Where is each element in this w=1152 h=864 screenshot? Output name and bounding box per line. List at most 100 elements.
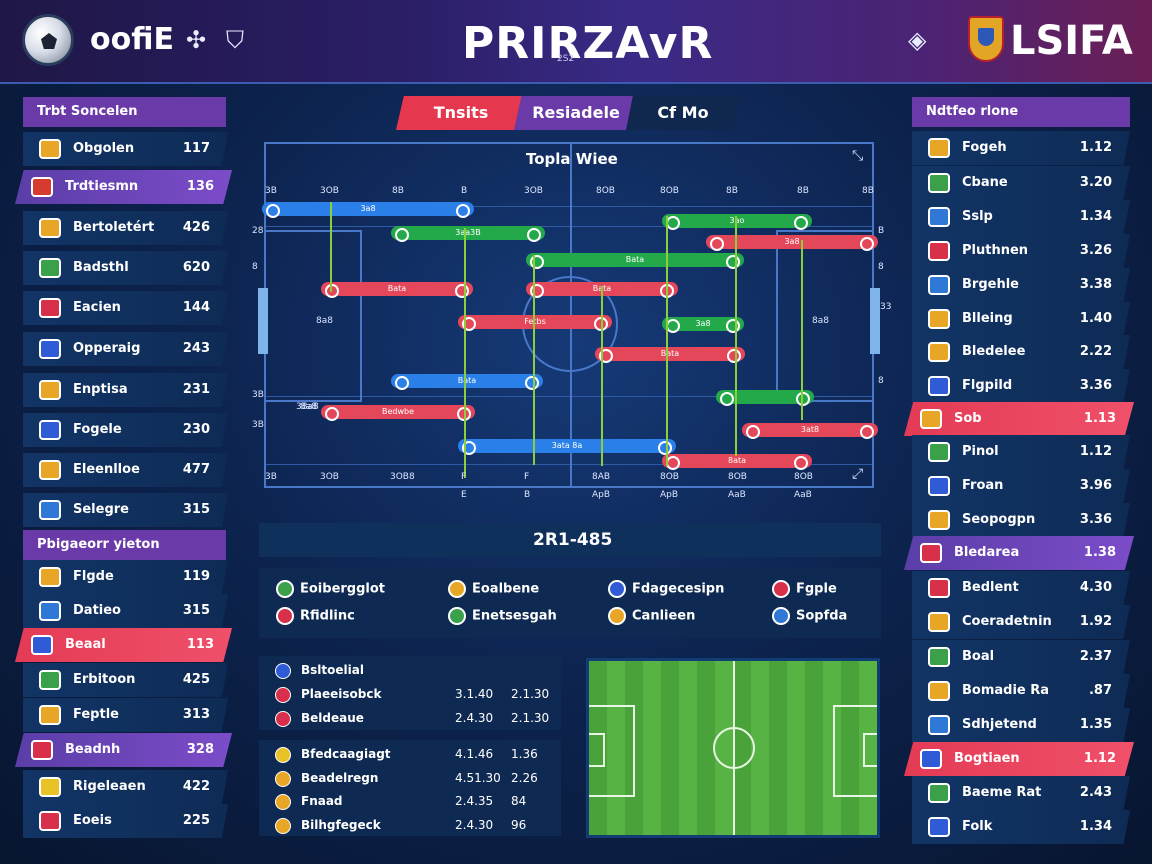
list-item[interactable]: Enptisa 231 [23, 373, 228, 407]
timeline-bar[interactable]: 3a8 [662, 317, 744, 333]
diamond-icon[interactable]: ◈ [908, 26, 927, 54]
x-tick-label: 3OB [320, 472, 339, 482]
table-row[interactable]: Beadelregn 4.51.30 2.26 [273, 768, 559, 790]
flag-icon [928, 715, 950, 735]
list-item[interactable]: Sob 1.13 [904, 402, 1134, 436]
list-item[interactable]: Obgolen 117 [23, 132, 228, 166]
flag-icon [928, 173, 950, 193]
item-value: 426 [182, 220, 210, 235]
legend-label: Fdagecesipn [632, 581, 725, 597]
expand-icon[interactable]: ⤢ [852, 466, 864, 482]
tab-cf-mo[interactable]: Cf Mo [626, 96, 740, 130]
list-item[interactable]: Rigeleaen 422 [23, 770, 228, 804]
list-item[interactable]: Pluthnen 3.26 [912, 234, 1130, 268]
legend-item[interactable]: Eoibergglot [276, 580, 385, 598]
mini-pitch [586, 658, 880, 838]
list-item[interactable]: Bledarea 1.38 [904, 536, 1134, 570]
list-item[interactable]: Brgehle 3.38 [912, 268, 1130, 302]
legend-item[interactable]: Enetsesgah [448, 607, 557, 625]
list-item[interactable]: Eacien 144 [23, 291, 228, 325]
list-item[interactable]: Bogtiaen 1.12 [904, 742, 1134, 776]
tab-tnsits[interactable]: Tnsits [396, 96, 526, 130]
timeline-bar[interactable]: Bata [391, 374, 543, 390]
list-item[interactable]: Bomadie Ra .87 [912, 674, 1130, 708]
flag-icon [928, 241, 950, 261]
row-odds-a: 2.4.35 [455, 794, 494, 808]
item-value: 243 [182, 341, 210, 356]
shield-check-icon[interactable]: ⛉ [226, 26, 244, 54]
list-item[interactable]: Beaal 113 [15, 628, 232, 662]
list-item[interactable]: Opperaig 243 [23, 332, 228, 366]
table-row[interactable]: Beldeaue 2.4.30 2.1.30 [273, 708, 559, 730]
list-item[interactable]: Baeme Rat 2.43 [912, 776, 1130, 810]
x-tick-label: 3OB8 [390, 472, 415, 482]
timeline-bar[interactable]: Fetbs [458, 315, 612, 331]
timeline-bar[interactable]: Bata [321, 282, 473, 298]
timeline-bar[interactable]: 3ata 8a [458, 439, 676, 455]
list-item[interactable]: Bledelee 2.22 [912, 335, 1130, 369]
list-item[interactable]: Fogele 230 [23, 413, 228, 447]
list-item[interactable]: Folk 1.34 [912, 810, 1130, 844]
flag-icon [275, 711, 291, 727]
table-row[interactable]: Bsltoelial [273, 660, 559, 682]
list-item[interactable]: Fogeh 1.12 [912, 131, 1130, 165]
list-item[interactable]: Blleing 1.40 [912, 302, 1130, 336]
list-item[interactable]: Erbitoon 425 [23, 663, 228, 697]
brand-name: oofiE [90, 22, 174, 57]
list-item[interactable]: Coeradetnin 1.92 [912, 605, 1130, 639]
timeline-bar[interactable]: 3aa3B [391, 226, 545, 242]
y-tick-label: 8 [252, 262, 258, 272]
row-odds-b: 84 [511, 794, 527, 808]
timeline-bar[interactable]: Bata [595, 347, 745, 363]
legend-item[interactable]: Fgple [772, 580, 837, 598]
legend-item[interactable]: Sopfda [772, 607, 847, 625]
list-item[interactable]: Pinol 1.12 [912, 435, 1130, 469]
row-name: Beadelregn [301, 770, 379, 785]
list-item[interactable]: Datieo 315 [23, 594, 228, 628]
flag-icon [39, 811, 61, 831]
list-item[interactable]: Trdtiesmn 136 [15, 170, 232, 204]
item-value: 231 [182, 382, 210, 397]
timeline-bar[interactable] [716, 390, 814, 406]
list-item[interactable]: Froan 3.96 [912, 469, 1130, 503]
table-row[interactable]: Plaeeisobck 3.1.40 2.1.30 [273, 684, 559, 706]
table-row[interactable]: Bfedcaagiagt 4.1.46 1.36 [273, 744, 559, 766]
timeline-bar[interactable]: 3at8 [742, 423, 878, 439]
list-item[interactable]: Badsthl 620 [23, 251, 228, 285]
list-item[interactable]: Bertoletért 426 [23, 211, 228, 245]
list-item[interactable]: Flgpild 3.36 [912, 369, 1130, 403]
list-item[interactable]: Selegre 315 [23, 493, 228, 527]
legend-item[interactable]: Fdagecesipn [608, 580, 724, 598]
legend-item[interactable]: Eoalbene [448, 580, 539, 598]
list-item[interactable]: Sslp 1.34 [912, 200, 1130, 234]
timeline-bar[interactable]: 3ao [662, 214, 812, 230]
flag-icon [275, 817, 291, 834]
table-row[interactable]: Fnaad 2.4.35 84 [273, 791, 559, 813]
list-item[interactable]: Boal 2.37 [912, 640, 1130, 674]
table-row[interactable]: Bilhgfegeck 2.4.30 96 [273, 815, 559, 837]
list-item[interactable]: Beadnh 328 [15, 733, 232, 767]
list-item[interactable]: Feptle 313 [23, 698, 228, 732]
timeline-bar[interactable]: 3a8 [262, 202, 474, 218]
item-value: 3.36 [1079, 512, 1112, 527]
list-item[interactable]: Eoeis 225 [23, 804, 228, 838]
list-item[interactable]: Eleenlloe 477 [23, 453, 228, 487]
list-item[interactable]: Bedlent 4.30 [912, 571, 1130, 605]
timeline-bar[interactable]: Bata [526, 253, 744, 269]
list-item[interactable]: Flgde 119 [23, 560, 228, 594]
grid-line [266, 396, 872, 397]
tab-resiadele[interactable]: Resiadele [514, 96, 638, 130]
list-item[interactable]: Cbane 3.20 [912, 166, 1130, 200]
collapse-icon[interactable]: ⤡ [852, 148, 864, 164]
list-item[interactable]: Seopogpn 3.36 [912, 503, 1130, 537]
plus-arrows-icon[interactable]: ✣ [186, 26, 207, 54]
item-value: 1.12 [1079, 140, 1112, 155]
x-tick-label: 8B [392, 186, 404, 196]
field-line [833, 705, 835, 797]
timeline-bar[interactable]: Bedwbe [321, 405, 475, 421]
list-item[interactable]: Sdhjetend 1.35 [912, 708, 1130, 742]
legend-item[interactable]: Canlieen [608, 607, 695, 625]
legend-item[interactable]: Rfidlinc [276, 607, 355, 625]
timeline-bar[interactable]: 8ata [662, 454, 812, 470]
timeline-bar[interactable]: 3a8 [706, 235, 878, 251]
